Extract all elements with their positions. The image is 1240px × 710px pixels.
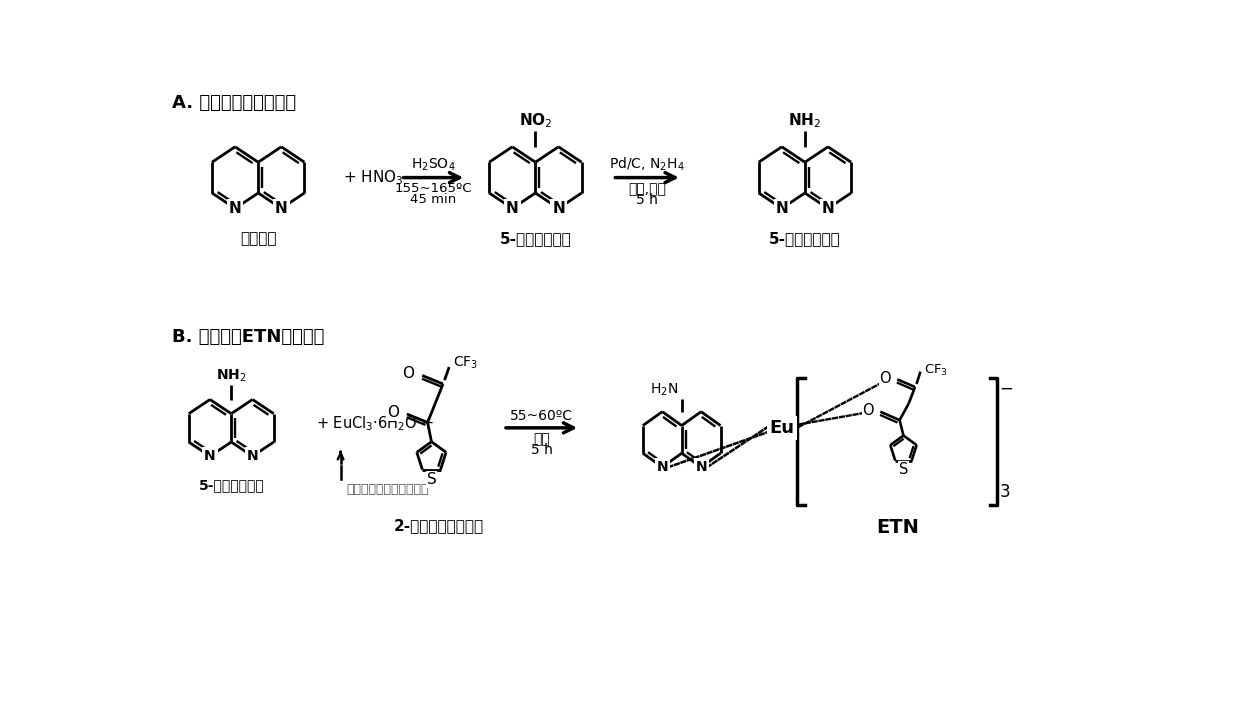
Text: 5 h: 5 h — [531, 443, 553, 457]
Text: A. 氨基邻菲罗啉的合成: A. 氨基邻菲罗啉的合成 — [172, 94, 296, 112]
Text: 乙醇,回流: 乙醇,回流 — [629, 182, 666, 196]
Text: N: N — [552, 201, 565, 216]
Text: N: N — [247, 449, 258, 463]
Text: O: O — [387, 405, 399, 420]
Text: N: N — [775, 201, 789, 216]
Text: 5 h: 5 h — [636, 193, 658, 207]
Text: B. 配合物（ETN）的合成: B. 配合物（ETN）的合成 — [172, 328, 325, 346]
Text: N: N — [506, 201, 518, 216]
Text: 5-氨基邻菲罗啉: 5-氨基邻菲罗啉 — [198, 478, 264, 492]
Text: S: S — [427, 472, 436, 487]
Text: O: O — [879, 371, 892, 386]
Text: + EuCl$_3$·6H$_2$O +: + EuCl$_3$·6H$_2$O + — [316, 415, 434, 433]
Text: N: N — [205, 449, 216, 463]
Text: 155~165ºC: 155~165ºC — [394, 182, 472, 195]
Text: N: N — [696, 460, 707, 474]
Text: NH$_2$: NH$_2$ — [789, 111, 821, 130]
Text: NO$_2$: NO$_2$ — [518, 111, 552, 130]
Text: + HNO$_3$: + HNO$_3$ — [343, 168, 403, 187]
Text: CF$_3$: CF$_3$ — [453, 355, 479, 371]
Text: 45 min: 45 min — [410, 193, 456, 206]
Text: N: N — [275, 201, 288, 216]
Text: H$_2$N: H$_2$N — [650, 381, 678, 398]
Text: Eu: Eu — [769, 419, 795, 437]
Text: O: O — [863, 403, 874, 418]
Text: 5-硝基邻菲罗啉: 5-硝基邻菲罗啉 — [500, 231, 572, 246]
Text: CF$_3$: CF$_3$ — [924, 363, 949, 378]
Text: N: N — [656, 460, 668, 474]
Text: Pd/C, N$_2$H$_4$: Pd/C, N$_2$H$_4$ — [609, 155, 684, 173]
Text: 三氧化二铕溶解于浓盐酸: 三氧化二铕溶解于浓盐酸 — [347, 484, 429, 496]
Text: N: N — [822, 201, 835, 216]
Text: H$_2$SO$_4$: H$_2$SO$_4$ — [412, 157, 455, 173]
Text: −: − — [999, 379, 1013, 398]
Text: ETN: ETN — [875, 518, 919, 537]
Text: S: S — [899, 462, 908, 477]
Text: 55~60ºC: 55~60ºC — [510, 409, 573, 423]
Text: O: O — [403, 366, 414, 381]
Text: 邻菲罗啉: 邻菲罗啉 — [241, 231, 277, 246]
Text: 乙醇: 乙醇 — [533, 432, 549, 447]
Text: NH$_2$: NH$_2$ — [216, 368, 247, 384]
Text: 5-氨基邻菲罗啉: 5-氨基邻菲罗啉 — [769, 231, 841, 246]
Text: N: N — [228, 201, 242, 216]
Text: 2-噻吩甲酰三氟丙酮: 2-噻吩甲酰三氟丙酮 — [394, 518, 484, 533]
Text: 3: 3 — [999, 483, 1011, 501]
